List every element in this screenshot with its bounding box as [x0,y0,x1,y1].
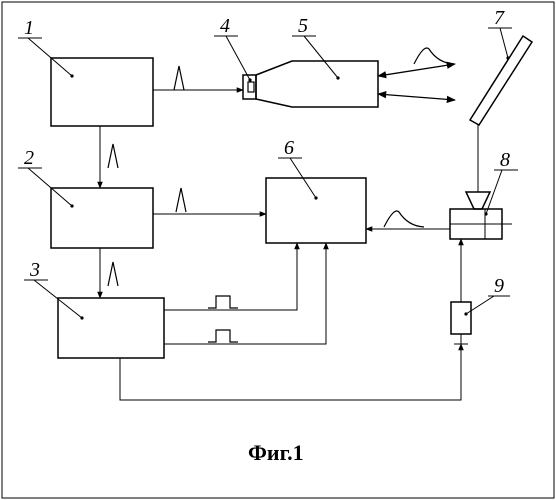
beam-5-to-7 [378,64,455,76]
beam-5-to-7b [378,94,455,100]
leaders [18,28,518,320]
label-7: 7 [494,7,505,29]
block-2 [51,188,153,248]
pulse-spike [174,66,184,90]
pulse-square [208,296,238,308]
label-6: 6 [284,137,294,159]
label-1: 1 [24,17,34,39]
pulse-blip [414,48,454,64]
label-9: 9 [494,275,504,297]
block-7 [470,36,532,125]
label-8: 8 [500,149,510,171]
block-5 [256,61,378,107]
figure-frame [2,2,554,498]
edge-3-to-9 [120,344,461,400]
block-6 [266,178,366,243]
pulse-blip [384,211,424,227]
block-diagram: 1 2 3 4 5 6 7 8 9 Фиг.1 [0,0,556,500]
label-4: 4 [220,15,230,37]
pulse-square [208,330,238,342]
label-2: 2 [24,147,34,169]
label-5: 5 [298,15,308,37]
block-1 [51,58,153,126]
label-3: 3 [29,259,40,281]
block-3 [58,298,164,358]
pulse-spike [176,188,186,212]
block-8 [450,192,512,239]
block-9 [451,302,471,344]
pulse-spike [108,262,118,286]
figure-caption: Фиг.1 [248,440,304,465]
pulse-spike [108,144,118,168]
edge-3-to-6b [164,243,326,344]
